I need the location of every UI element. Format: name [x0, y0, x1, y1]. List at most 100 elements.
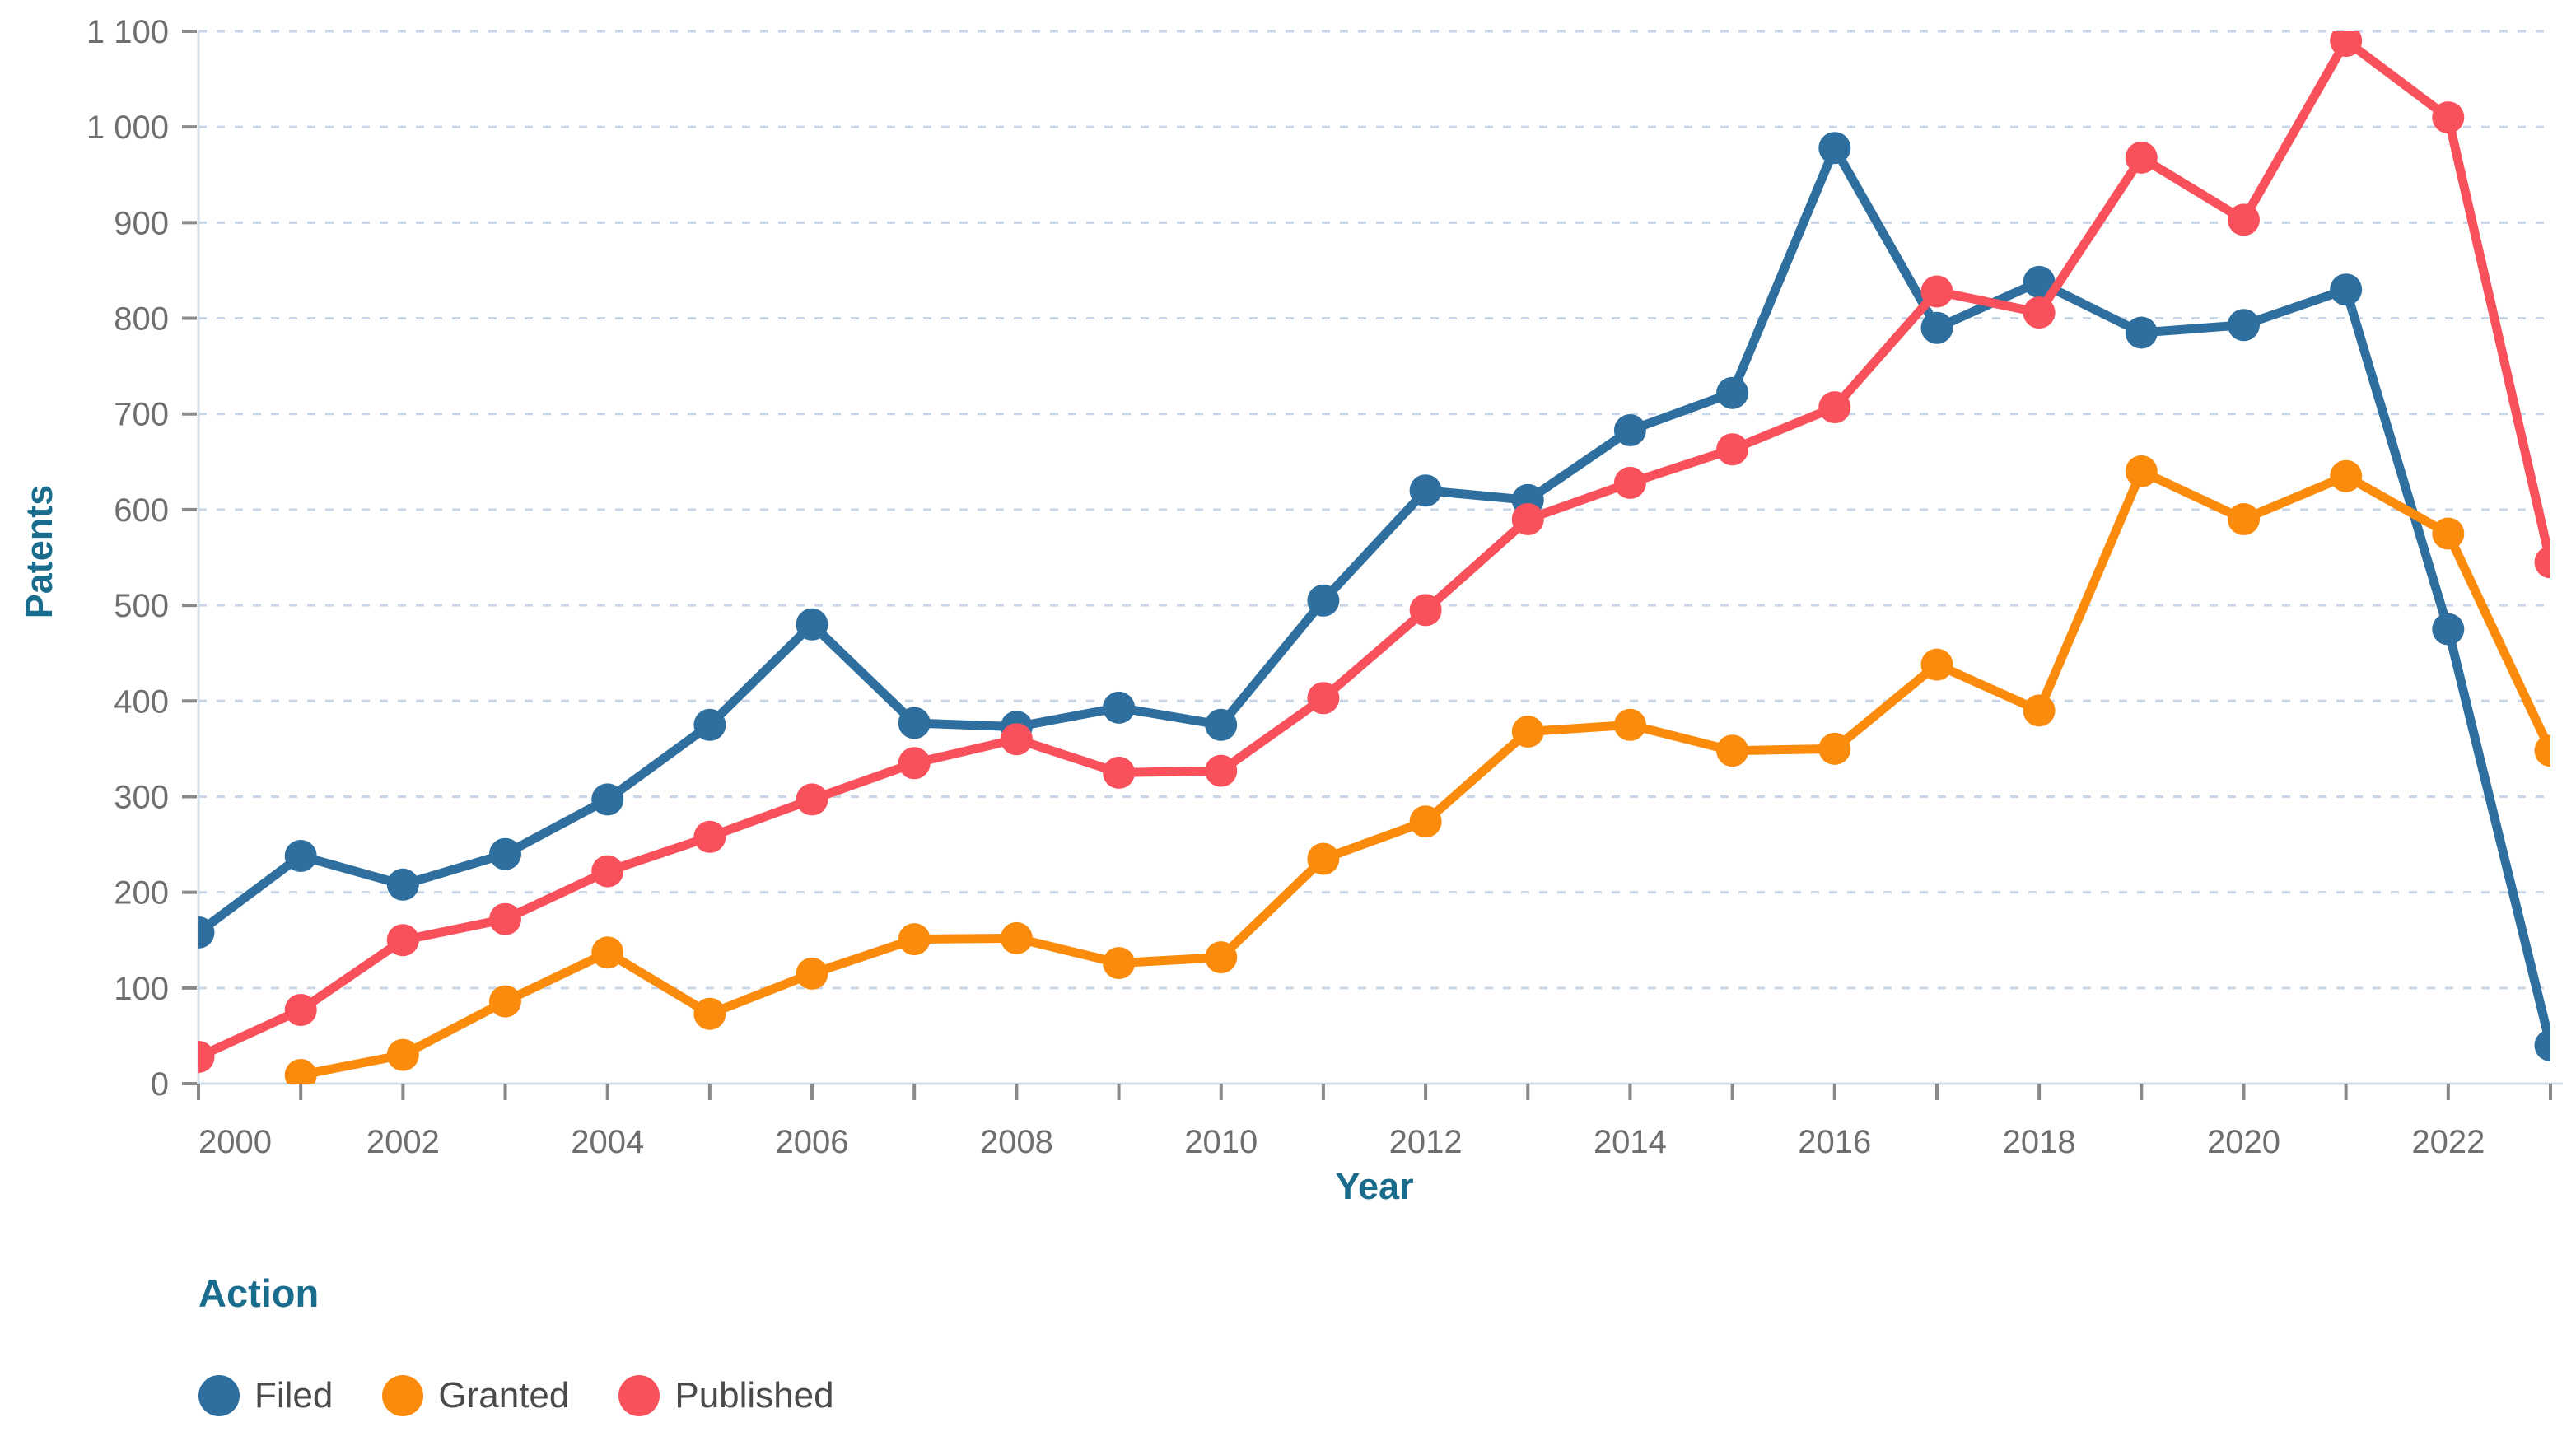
data-point-published: [2534, 546, 2550, 579]
x-axis: 2000 2002 2004 2006 2008 2010 2012 2014 2016 2018…: [197, 1084, 2552, 1160]
x-tick-label: 2000: [198, 1124, 272, 1160]
data-point-filed: [489, 837, 521, 870]
legend-label: Published: [674, 1375, 834, 1415]
data-point-granted: [1818, 732, 1851, 765]
data-point-granted: [693, 997, 726, 1030]
data-point-published: [2125, 141, 2158, 174]
data-point-granted: [2228, 503, 2260, 535]
legend-label: Filed: [254, 1375, 334, 1415]
y-tick-label: 700: [114, 397, 169, 433]
x-tick-label: 2006: [776, 1124, 849, 1160]
x-tick-label: 2016: [1798, 1124, 1871, 1160]
data-point-published: [1716, 433, 1749, 466]
data-point-filed: [284, 840, 317, 872]
data-point-filed: [2330, 273, 2363, 306]
data-point-granted: [1716, 734, 1749, 767]
x-axis-title: Year: [1335, 1165, 1414, 1207]
data-point-published: [2432, 101, 2465, 134]
data-point-published: [198, 1041, 215, 1073]
x-tick-label: 2022: [2411, 1124, 2485, 1160]
y-tick-label: 600: [114, 492, 169, 529]
x-tick-label: 2010: [1184, 1124, 1258, 1160]
data-point-granted: [1511, 716, 1544, 748]
data-point-published: [1103, 756, 1136, 789]
data-point-granted: [591, 936, 624, 969]
data-point-published: [796, 783, 828, 816]
data-point-filed: [2534, 1029, 2550, 1061]
data-point-granted: [2432, 517, 2465, 550]
x-tick-label: 2020: [2207, 1124, 2280, 1160]
data-point-filed: [1307, 584, 1340, 617]
data-point-filed: [1103, 691, 1136, 724]
data-point-published: [2330, 31, 2363, 58]
data-point-published: [1920, 275, 1953, 308]
data-point-granted: [898, 923, 931, 956]
data-point-published: [591, 855, 624, 888]
data-point-filed: [1409, 474, 1442, 507]
y-tick-label: 200: [114, 875, 169, 912]
x-tick-label: 2008: [980, 1124, 1053, 1160]
data-point-filed: [2125, 316, 2158, 349]
x-tick-label: 2002: [366, 1124, 440, 1160]
data-point-filed: [1920, 311, 1953, 344]
legend-items: Filed Granted Published: [198, 1375, 834, 1416]
legend-dot-filed: [198, 1375, 240, 1416]
legend-label: Granted: [438, 1375, 570, 1415]
series-line-filed: [198, 143, 2550, 1050]
series-filed: [198, 132, 2550, 1061]
data-point-published: [489, 902, 521, 935]
data-point-published: [693, 820, 726, 853]
x-tick-label: 2014: [1594, 1124, 1667, 1160]
y-tick-label: 1 100: [86, 14, 169, 50]
data-point-granted: [1205, 941, 1238, 974]
legend-dot-granted: [382, 1375, 424, 1416]
data-point-published: [1511, 503, 1544, 535]
data-point-granted: [1000, 921, 1033, 954]
data-point-filed: [198, 916, 215, 949]
y-gridlines: [198, 30, 2550, 990]
legend: Action Filed Granted Published: [198, 1271, 834, 1416]
axes: [197, 31, 2563, 1085]
data-point-granted: [284, 1059, 317, 1084]
legend-item-filed: Filed: [198, 1375, 333, 1416]
data-point-filed: [386, 868, 419, 901]
data-point-granted: [1613, 708, 1646, 741]
data-point-published: [1205, 754, 1238, 787]
data-point-published: [898, 747, 931, 780]
y-tick-label: 900: [114, 205, 169, 241]
legend-dot-published: [618, 1375, 660, 1416]
x-tick-label: 2018: [2003, 1124, 2076, 1160]
data-point-granted: [2534, 734, 2550, 767]
data-point-granted: [2330, 459, 2363, 492]
series-line-published: [198, 36, 2550, 1061]
data-point-filed: [2023, 265, 2056, 298]
data-point-published: [1409, 594, 1442, 627]
data-point-granted: [489, 985, 521, 1018]
data-point-filed: [898, 707, 931, 739]
y-axis: 0 100 200 300 400 500 600 700 800 900 1 000 1 100: [86, 14, 197, 1103]
data-point-granted: [1920, 648, 1953, 681]
data-point-published: [1818, 391, 1851, 424]
x-tick-label: 2012: [1389, 1124, 1463, 1160]
data-point-granted: [1103, 947, 1136, 980]
y-tick-label: 800: [114, 301, 169, 338]
legend-item-granted: Granted: [382, 1375, 569, 1416]
data-point-published: [284, 994, 317, 1026]
data-point-filed: [1205, 708, 1238, 741]
data-point-granted: [796, 957, 828, 990]
data-point-published: [2228, 203, 2260, 236]
series-published: [198, 31, 2550, 1073]
data-point-filed: [2432, 613, 2465, 646]
data-point-published: [1000, 723, 1033, 756]
y-tick-label: 1 000: [86, 110, 169, 146]
data-point-granted: [1409, 805, 1442, 838]
data-point-granted: [2023, 694, 2056, 727]
data-point-granted: [1307, 842, 1340, 875]
data-point-filed: [693, 708, 726, 741]
y-axis-title: Patents: [18, 484, 60, 619]
y-tick-label: 0: [151, 1066, 169, 1103]
data-point-filed: [1818, 132, 1851, 165]
data-point-filed: [1716, 376, 1749, 409]
legend-title: Action: [198, 1271, 320, 1315]
